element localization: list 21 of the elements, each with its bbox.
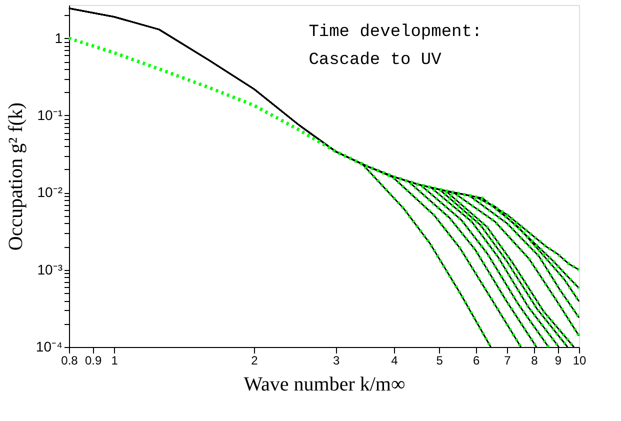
- y-tick-label: 10⁻²: [37, 184, 63, 200]
- x-tick-label: 5: [436, 354, 444, 368]
- x-axis-title: Wave number k/m∞: [244, 374, 406, 396]
- y-tick-label: 10⁻⁴: [36, 338, 62, 354]
- x-tick-label: 9: [554, 354, 562, 368]
- x-tick-label: 6: [473, 354, 480, 368]
- y-tick-label: 10⁻³: [37, 261, 63, 278]
- x-tick-label: 3: [333, 354, 340, 368]
- y-tick-label: 1: [54, 30, 63, 46]
- x-tick-label: 0.9: [84, 354, 102, 368]
- x-tick-label: 10: [572, 354, 586, 368]
- y-tick-label: 10⁻¹: [37, 106, 63, 123]
- x-tick-label: 4: [391, 354, 398, 368]
- x-tick-label: 2: [251, 354, 258, 368]
- x-tick-label: 1: [111, 354, 118, 368]
- annotation: Time development:: [308, 23, 482, 42]
- annotation: Cascade to UV: [308, 51, 442, 70]
- x-tick-label: 7: [504, 354, 512, 368]
- x-tick-label: 8: [531, 354, 538, 368]
- x-tick-label: 0.8: [61, 354, 78, 368]
- y-axis-title: Occupation g² f(k): [4, 102, 27, 251]
